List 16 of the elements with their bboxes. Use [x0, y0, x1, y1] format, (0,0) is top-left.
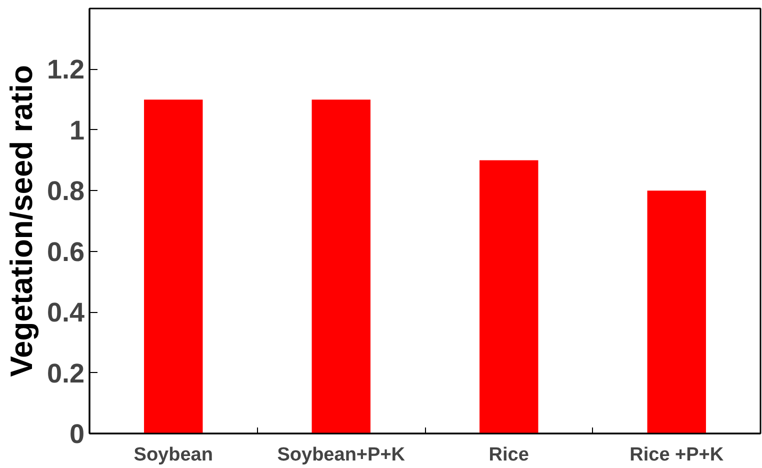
y-tick-label: 0: [69, 419, 85, 449]
x-tick-label: Rice +P+K: [630, 444, 724, 466]
x-tick-label: Rice: [488, 444, 529, 466]
bar: [647, 190, 706, 434]
y-tick-label: 1.2: [46, 54, 85, 85]
y-tick-label: 0.8: [46, 176, 85, 206]
bar: [144, 100, 203, 434]
y-tick-label: 0.2: [46, 358, 85, 388]
bar: [312, 100, 370, 434]
x-tick-label: Soybean: [134, 444, 213, 466]
y-tick-label: 1: [69, 115, 85, 146]
bar: [480, 160, 538, 434]
y-axis-title: Vegetation/seed ratio: [4, 65, 39, 377]
y-tick-label: 0.6: [46, 236, 85, 267]
x-tick-label: Soybean+P+K: [277, 444, 406, 466]
y-tick-label: 0.4: [46, 298, 85, 328]
